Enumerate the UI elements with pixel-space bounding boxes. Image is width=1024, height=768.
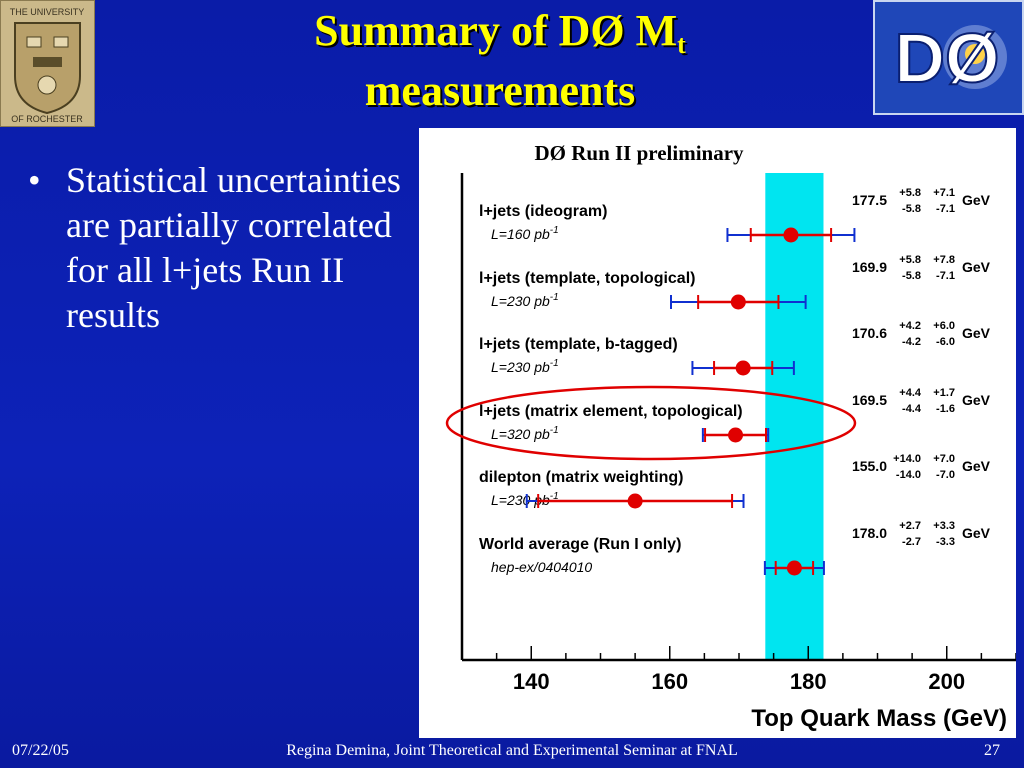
highlight-ellipse — [445, 385, 857, 461]
x-tick-label: 160 — [651, 669, 688, 694]
measurement-point — [627, 493, 643, 509]
measurement-value: 177.5 — [852, 192, 887, 208]
syst-down: -7.1 — [936, 270, 955, 282]
measurement-label: l+jets (template, b-tagged) — [479, 336, 678, 353]
stat-up: +4.4 — [899, 387, 922, 399]
measurement-value: 170.6 — [852, 325, 887, 341]
syst-down: -3.3 — [936, 536, 955, 548]
stat-down: -5.8 — [902, 270, 921, 282]
measurement-point — [730, 294, 746, 310]
stat-up: +14.0 — [893, 453, 921, 465]
x-tick-label: 180 — [790, 669, 827, 694]
lumi-exponent: -1 — [550, 491, 559, 502]
measurement-unit: GeV — [962, 525, 991, 541]
syst-up: +3.3 — [933, 520, 955, 532]
bullet-list: Statistical uncertainties are partially … — [28, 158, 408, 338]
stat-up: +5.8 — [899, 254, 921, 266]
measurement-value: 169.9 — [852, 259, 887, 275]
measurement-point — [783, 227, 799, 243]
measurement-value: 178.0 — [852, 525, 887, 541]
measurement-point — [735, 360, 751, 376]
measurement-4: dilepton (matrix weighting) L=230 pb-1 155… — [479, 453, 991, 509]
university-of-rochester-logo: THE UNIVERSITY OF ROCHESTER — [0, 0, 95, 127]
stat-down: -4.4 — [902, 403, 922, 415]
measurement-lumi: L=230 pb-1 — [491, 491, 559, 508]
syst-down: -7.1 — [936, 203, 955, 215]
measurement-0: l+jets (ideogram) L=160 pb-1 177.5 +5.8 -5.8… — [479, 187, 991, 243]
stat-up: +5.8 — [899, 187, 921, 199]
syst-up: +7.8 — [933, 254, 955, 266]
title-subscript: t — [677, 30, 686, 59]
syst-up: +7.1 — [933, 187, 955, 199]
stat-down: -2.7 — [902, 536, 921, 548]
measurement-unit: GeV — [962, 192, 991, 208]
syst-up: +7.0 — [933, 453, 955, 465]
chart-title: DØ Run II preliminary — [534, 141, 744, 165]
syst-down: -7.0 — [936, 469, 955, 481]
lumi-exponent: -1 — [550, 358, 559, 369]
logo-top-text: THE UNIVERSITY — [10, 7, 85, 17]
title-main: Summary of DØ M — [314, 6, 678, 55]
footer-date: 07/22/05 — [12, 742, 69, 759]
measurement-unit: GeV — [962, 259, 991, 275]
x-tick-label: 200 — [928, 669, 965, 694]
x-tick-label: 140 — [513, 669, 550, 694]
title-line-2: measurements — [364, 66, 636, 115]
stat-down: -4.2 — [902, 336, 921, 348]
syst-down: -6.0 — [936, 336, 955, 348]
measurement-value: 169.5 — [852, 392, 887, 408]
footer-page-number: 27 — [984, 742, 1000, 759]
lumi-exponent: -1 — [550, 425, 559, 436]
lumi-exponent: -1 — [550, 292, 559, 303]
chart-xlabel: Top Quark Mass (GeV) — [751, 705, 1007, 732]
syst-down: -1.6 — [936, 403, 955, 415]
d0-experiment-logo: DØ — [873, 0, 1024, 115]
logo-d0-text: DØ — [895, 19, 1000, 97]
stat-down: -14.0 — [896, 469, 921, 481]
measurement-1: l+jets (template, topological) L=230 pb-1… — [479, 254, 991, 310]
measurement-point — [786, 560, 802, 576]
measurement-5: World average (Run I only) hep-ex/0404010… — [479, 520, 991, 576]
chart-panel: 140 160 180 200 l+jets (ideogram) L=160 pb-1 1… — [419, 128, 1017, 738]
measurement-lumi: L=160 pb-1 — [491, 225, 559, 242]
syst-up: +1.7 — [933, 387, 955, 399]
measurement-unit: GeV — [962, 458, 991, 474]
measurement-value: 155.0 — [852, 458, 887, 474]
measurement-label: l+jets (ideogram) — [479, 203, 607, 220]
lumi-exponent: -1 — [550, 225, 559, 236]
stat-up: +4.2 — [899, 320, 921, 332]
measurement-point — [728, 427, 744, 443]
measurement-3: l+jets (matrix element, topological) L=32… — [445, 385, 991, 461]
syst-up: +6.0 — [933, 320, 955, 332]
measurement-unit: GeV — [962, 392, 991, 408]
measurement-lumi: L=230 pb-1 — [491, 358, 559, 375]
top-mass-chart: 140 160 180 200 l+jets (ideogram) L=160 pb-1 1… — [445, 141, 1017, 732]
bullet-item: Statistical uncertainties are partially … — [28, 158, 408, 338]
measurement-lumi: hep-ex/0404010 — [491, 559, 592, 575]
measurement-lumi: L=320 pb-1 — [491, 425, 559, 442]
stat-up: +2.7 — [899, 520, 921, 532]
world-average-band — [765, 173, 824, 660]
measurement-label: dilepton (matrix weighting) — [479, 469, 683, 486]
measurement-lumi: L=230 pb-1 — [491, 292, 559, 309]
measurement-label: World average (Run I only) — [479, 536, 681, 553]
measurement-label: l+jets (template, topological) — [479, 270, 695, 287]
slide-title: Summary of DØ Mt measurements — [140, 4, 860, 118]
measurement-2: l+jets (template, b-tagged) L=230 pb-1 170… — [479, 320, 991, 376]
stat-down: -5.8 — [902, 203, 921, 215]
footer-presenter: Regina Demina, Joint Theoretical and Exp… — [286, 742, 738, 759]
logo-bottom-text: OF ROCHESTER — [11, 114, 83, 124]
measurement-unit: GeV — [962, 325, 991, 341]
measurement-label: l+jets (matrix element, topological) — [479, 403, 743, 420]
